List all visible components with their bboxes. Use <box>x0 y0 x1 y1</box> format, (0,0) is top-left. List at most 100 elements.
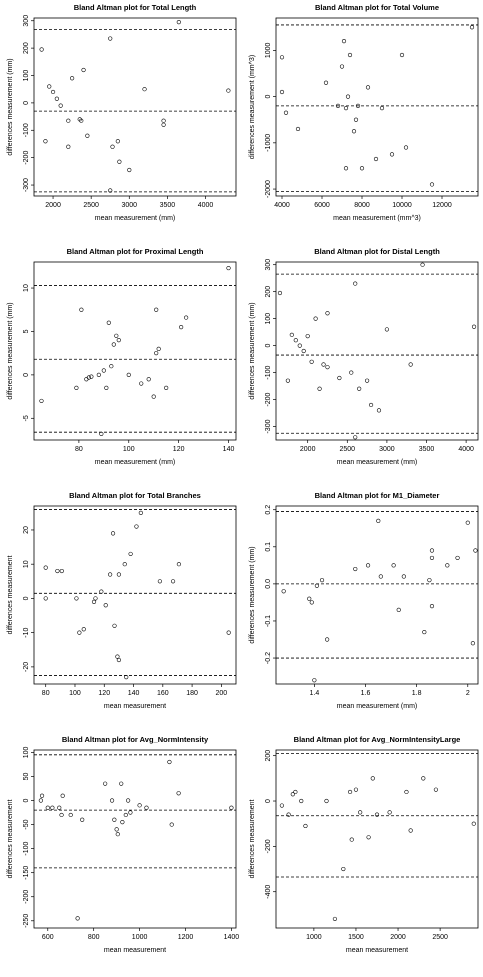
point <box>74 385 79 391</box>
point <box>169 822 174 827</box>
point <box>96 372 101 377</box>
point <box>332 916 338 922</box>
point <box>293 789 298 795</box>
y-tick-label: 0 <box>23 596 30 600</box>
point <box>139 381 144 386</box>
point <box>421 776 426 781</box>
point <box>176 562 182 567</box>
point <box>341 39 347 44</box>
point <box>285 378 290 383</box>
point <box>469 25 475 30</box>
point <box>404 789 409 795</box>
x-tick-label: 120 <box>98 690 110 697</box>
point <box>325 311 330 316</box>
y-tick-label: -0.1 <box>265 615 272 627</box>
point <box>57 805 62 810</box>
point <box>401 574 406 579</box>
point <box>110 144 115 149</box>
point <box>77 630 82 635</box>
point <box>93 596 98 601</box>
y-tick-label: 10 <box>23 284 30 292</box>
point <box>289 332 294 337</box>
point <box>229 805 234 810</box>
x-tick-label: 80 <box>42 690 50 697</box>
point <box>103 781 108 786</box>
chart-title: Bland Altman plot for Proximal Length <box>67 247 204 256</box>
y-axis-label: differences measurement <box>7 556 14 635</box>
point <box>110 531 116 536</box>
point <box>303 823 308 829</box>
point <box>112 817 117 822</box>
x-tick-label: 1400 <box>224 934 240 941</box>
plot-frame <box>275 17 479 197</box>
point <box>179 325 184 330</box>
point <box>376 518 381 523</box>
x-tick-label: 2000 <box>300 446 316 453</box>
y-tick-label: -300 <box>265 419 272 433</box>
point <box>101 368 106 373</box>
point <box>359 166 365 171</box>
point <box>59 568 64 574</box>
y-tick-label: -400 <box>265 885 272 899</box>
point <box>111 342 116 347</box>
point <box>156 346 161 351</box>
point <box>109 798 115 803</box>
point <box>351 129 357 134</box>
point <box>79 118 84 123</box>
point <box>151 394 156 399</box>
x-tick-label: 100 <box>69 690 81 697</box>
x-tick-label: 4000 <box>458 446 474 453</box>
point <box>85 133 90 138</box>
x-tick-label: 100 <box>123 446 135 453</box>
point <box>396 607 401 612</box>
point <box>116 572 121 577</box>
point <box>299 798 304 804</box>
point <box>50 805 55 810</box>
point <box>365 85 371 90</box>
y-tick-label: -200 <box>265 392 272 406</box>
point <box>321 362 326 367</box>
x-tick-label: 1.8 <box>412 690 422 697</box>
y-tick-label: 0 <box>265 799 272 803</box>
point <box>341 866 346 872</box>
point <box>358 810 363 815</box>
x-tick-label: 10000 <box>392 202 412 209</box>
x-axis-label: mean measurement (mm) <box>95 215 176 222</box>
point <box>137 803 142 808</box>
point <box>353 787 359 792</box>
point <box>116 338 121 343</box>
point <box>176 20 181 25</box>
y-tick-label: 200 <box>265 750 272 762</box>
plot-frame <box>33 261 237 441</box>
x-axis-label: mean measurement (mm) <box>95 459 176 466</box>
y-tick-label: 20 <box>23 526 30 534</box>
y-axis-label: differences measurement (mm) <box>7 302 14 399</box>
x-tick-label: 3000 <box>379 446 395 453</box>
y-tick-label: 50 <box>23 772 30 780</box>
point <box>301 348 306 354</box>
point <box>429 548 435 553</box>
x-tick-label: 800 <box>88 934 100 941</box>
point <box>429 182 435 187</box>
point <box>103 603 108 608</box>
point <box>176 791 181 796</box>
x-axis-label: mean measurement <box>104 947 166 954</box>
point <box>126 372 131 377</box>
y-tick-label: 100 <box>23 746 30 758</box>
plot-frame <box>33 749 237 929</box>
point <box>114 827 119 832</box>
y-tick-label: 0 <box>265 95 272 99</box>
y-tick-label: -100 <box>23 842 30 856</box>
point <box>391 563 396 568</box>
plot-frame <box>275 505 479 685</box>
x-tick-label: 12000 <box>432 202 452 209</box>
x-tick-label: 4000 <box>198 202 214 209</box>
point <box>427 578 432 583</box>
point <box>368 402 374 408</box>
point <box>279 55 285 60</box>
point <box>295 126 301 132</box>
x-tick-label: 160 <box>157 690 169 697</box>
x-axis-label: mean measurement (mm) <box>337 703 418 710</box>
